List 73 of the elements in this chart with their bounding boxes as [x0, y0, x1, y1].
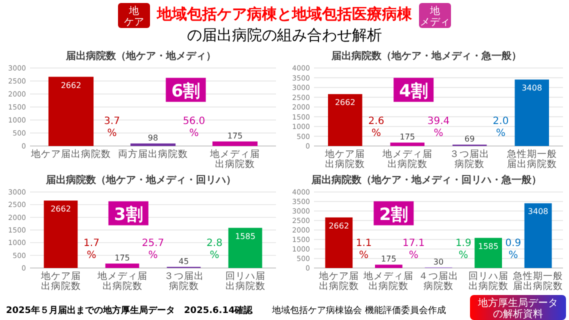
x-tick-label: 急性期一般届出病院数: [506, 148, 557, 170]
data-label: 45: [178, 256, 189, 266]
text: 地ケア: [124, 5, 144, 28]
annotation: 1.9%: [455, 238, 472, 261]
x-tick-label: 地ケア届出病院数: [318, 270, 359, 292]
data-label: 1585: [235, 232, 256, 241]
x-tick-label: 地メディ届出病院数: [381, 148, 432, 170]
data-label: 2662: [328, 221, 350, 230]
data-label: 175: [400, 132, 416, 142]
data-label: 69: [464, 134, 475, 144]
x-tick-label: 両方届出病院数: [118, 148, 188, 160]
x-tick-label: 地メディ届出病院数: [96, 270, 148, 292]
bar: [514, 80, 549, 146]
bar: [390, 142, 424, 146]
x-tick-label: 地ケア届出病院数: [40, 270, 81, 292]
bar: [105, 264, 140, 268]
x-tick-label: 地ケア届出病院数: [30, 148, 111, 160]
bar: [212, 141, 258, 146]
bar: [474, 238, 502, 268]
bar: [328, 94, 362, 146]
data-label: 2662: [60, 80, 82, 90]
annotation: 6割: [171, 81, 200, 102]
data-label: 98: [148, 133, 158, 142]
bar: [48, 76, 94, 146]
x-tick-label: 地メディ届出病院数: [209, 148, 260, 170]
annotation: 3.7%: [104, 116, 120, 139]
annotation: 25.7%: [142, 238, 164, 261]
data-label: 175: [114, 254, 130, 263]
data-label: 175: [227, 131, 243, 140]
annotation: 17.1%: [402, 238, 425, 261]
data-label: 2662: [50, 204, 71, 214]
x-tick-label: 回リハ届出病院数: [225, 271, 266, 292]
chart-title: 届出病院数（地ケア・地メディ）: [65, 50, 216, 62]
data-label: 30: [433, 257, 444, 266]
annotation: 2.6%: [368, 116, 384, 139]
data-label: 3408: [528, 207, 548, 216]
text: の解析資料: [493, 308, 543, 320]
x-tick-label: 地ケア届出病院数: [324, 148, 366, 170]
text: の届出病院の組み合わせ解析: [187, 26, 382, 44]
annotation: 2.0%: [492, 116, 509, 139]
text: 地域包括ケア病棟協会 機能評価委員会作成: [271, 305, 446, 316]
data-label: 3408: [522, 84, 542, 93]
x-tick-label: ３つ届出病院数: [164, 270, 204, 292]
chart-title: 届出病院数（地ケア・地メディ・回リハ・急一般）: [310, 174, 542, 186]
x-tick-label: 回リハ届出病院数: [468, 271, 508, 292]
annotation: 1.1%: [356, 238, 372, 261]
text: 地域包括ケア病棟と地域包括医療病棟: [156, 5, 413, 23]
bar: [524, 203, 552, 268]
annotation: 2.8%: [206, 238, 222, 261]
data-label: 1585: [478, 242, 498, 251]
annotation: 1.7%: [84, 238, 100, 261]
bar: [44, 200, 78, 268]
text: 地方厚生局データ: [477, 297, 558, 309]
annotation: 0.9%: [505, 238, 522, 261]
bar: [375, 264, 402, 268]
data-label: 175: [381, 254, 396, 264]
chart-title: 届出病院数（地ケア・地メディ・回リハ）: [45, 174, 236, 186]
bar: [130, 143, 176, 146]
text: 2025年５月届出までの地方厚生局データ 2025.6.14確認: [6, 305, 254, 316]
annotation: 3割: [114, 204, 143, 225]
x-tick-label: ４つ届出病院数: [418, 270, 458, 292]
annotation: 56.0%: [182, 116, 206, 139]
x-tick-label: 地メディ届出病院数: [362, 270, 414, 292]
data-label: 2662: [334, 98, 356, 108]
bar: [228, 228, 262, 268]
annotation: 4割: [399, 81, 428, 102]
text: 地メディ: [420, 5, 450, 28]
x-tick-label: 急性期一般届出病院数: [512, 270, 564, 292]
annotation: 2割: [379, 204, 408, 225]
bar: [325, 217, 353, 268]
annotation: 39.4%: [427, 116, 450, 139]
chart-title: 届出病院数（地ケア・地メディ・急一般）: [330, 50, 522, 62]
x-tick-label: ３つ届出病院数: [450, 148, 490, 170]
